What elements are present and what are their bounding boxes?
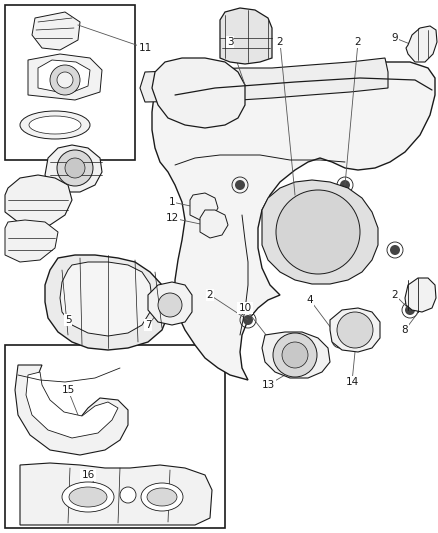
Circle shape — [57, 150, 93, 186]
Circle shape — [65, 158, 85, 178]
Polygon shape — [28, 54, 102, 100]
Polygon shape — [5, 220, 58, 262]
Circle shape — [290, 190, 300, 200]
Circle shape — [120, 487, 136, 503]
Circle shape — [158, 293, 182, 317]
Polygon shape — [190, 193, 218, 220]
Bar — [5, 345, 225, 528]
Text: 4: 4 — [307, 295, 313, 305]
Text: 13: 13 — [261, 380, 275, 390]
Ellipse shape — [141, 483, 183, 511]
Circle shape — [235, 180, 245, 190]
Text: 3: 3 — [227, 37, 233, 47]
Circle shape — [390, 245, 400, 255]
Text: 2: 2 — [277, 37, 283, 47]
Ellipse shape — [20, 111, 90, 139]
Polygon shape — [45, 255, 168, 350]
Text: 10: 10 — [238, 303, 251, 313]
Text: 15: 15 — [61, 385, 74, 395]
Polygon shape — [32, 12, 80, 50]
Ellipse shape — [147, 488, 177, 506]
Polygon shape — [5, 175, 72, 228]
Polygon shape — [152, 62, 435, 380]
Text: 8: 8 — [402, 325, 408, 335]
Text: 1: 1 — [169, 197, 175, 207]
Text: 12: 12 — [166, 213, 179, 223]
Polygon shape — [200, 210, 228, 238]
Circle shape — [50, 65, 80, 95]
Polygon shape — [140, 58, 388, 102]
Polygon shape — [38, 60, 90, 94]
Bar — [5, 5, 135, 160]
Text: 2: 2 — [355, 37, 361, 47]
Text: 7: 7 — [145, 320, 151, 330]
Ellipse shape — [29, 116, 81, 134]
Polygon shape — [148, 282, 192, 325]
Polygon shape — [262, 332, 330, 378]
Text: 16: 16 — [81, 470, 95, 480]
Circle shape — [276, 190, 360, 274]
Polygon shape — [60, 262, 152, 336]
Circle shape — [405, 305, 415, 315]
Text: 2: 2 — [392, 290, 398, 300]
Polygon shape — [15, 365, 128, 455]
Circle shape — [243, 315, 253, 325]
Polygon shape — [20, 463, 212, 525]
Polygon shape — [405, 278, 436, 312]
Text: 14: 14 — [346, 377, 359, 387]
Text: 2: 2 — [207, 290, 213, 300]
Circle shape — [335, 335, 345, 345]
Circle shape — [282, 342, 308, 368]
Polygon shape — [330, 308, 380, 352]
Circle shape — [340, 180, 350, 190]
Polygon shape — [406, 26, 437, 62]
Polygon shape — [220, 8, 272, 64]
Circle shape — [273, 333, 317, 377]
Circle shape — [57, 72, 73, 88]
Circle shape — [337, 312, 373, 348]
Polygon shape — [26, 372, 118, 438]
Polygon shape — [262, 180, 378, 284]
Ellipse shape — [69, 487, 107, 507]
Polygon shape — [152, 58, 245, 128]
Text: 5: 5 — [65, 315, 71, 325]
Polygon shape — [45, 145, 102, 192]
Text: 9: 9 — [392, 33, 398, 43]
Ellipse shape — [62, 482, 114, 512]
Text: 11: 11 — [138, 43, 152, 53]
